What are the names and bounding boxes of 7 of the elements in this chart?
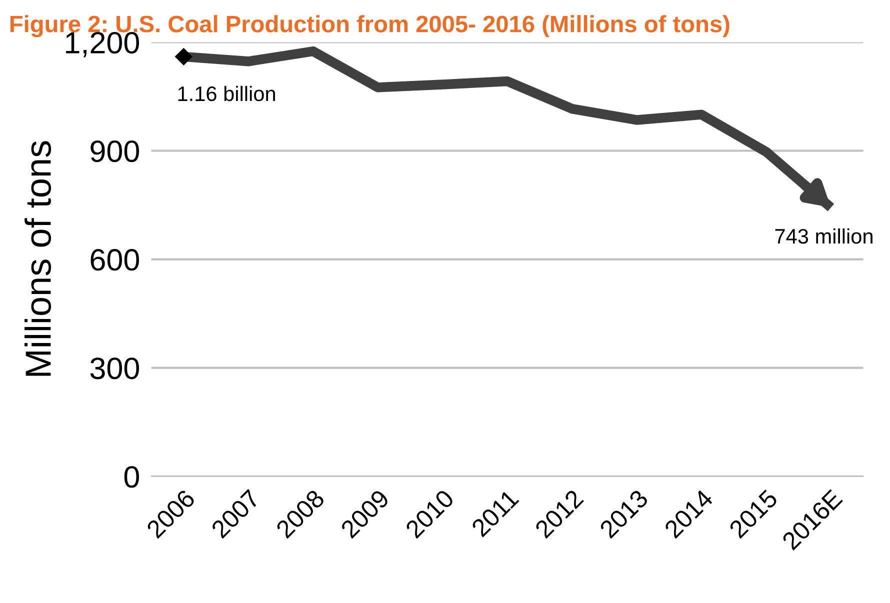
y-tick-label: 0 — [124, 466, 139, 488]
y-tick-label: 900 — [90, 140, 139, 162]
y-tick-label: 600 — [90, 249, 139, 271]
annotation: 743 million — [775, 228, 872, 244]
y-axis-title: Millions of tons — [24, 141, 52, 376]
annotation: 1.16 billion — [178, 86, 275, 102]
y-tick-label: 300 — [90, 358, 139, 380]
